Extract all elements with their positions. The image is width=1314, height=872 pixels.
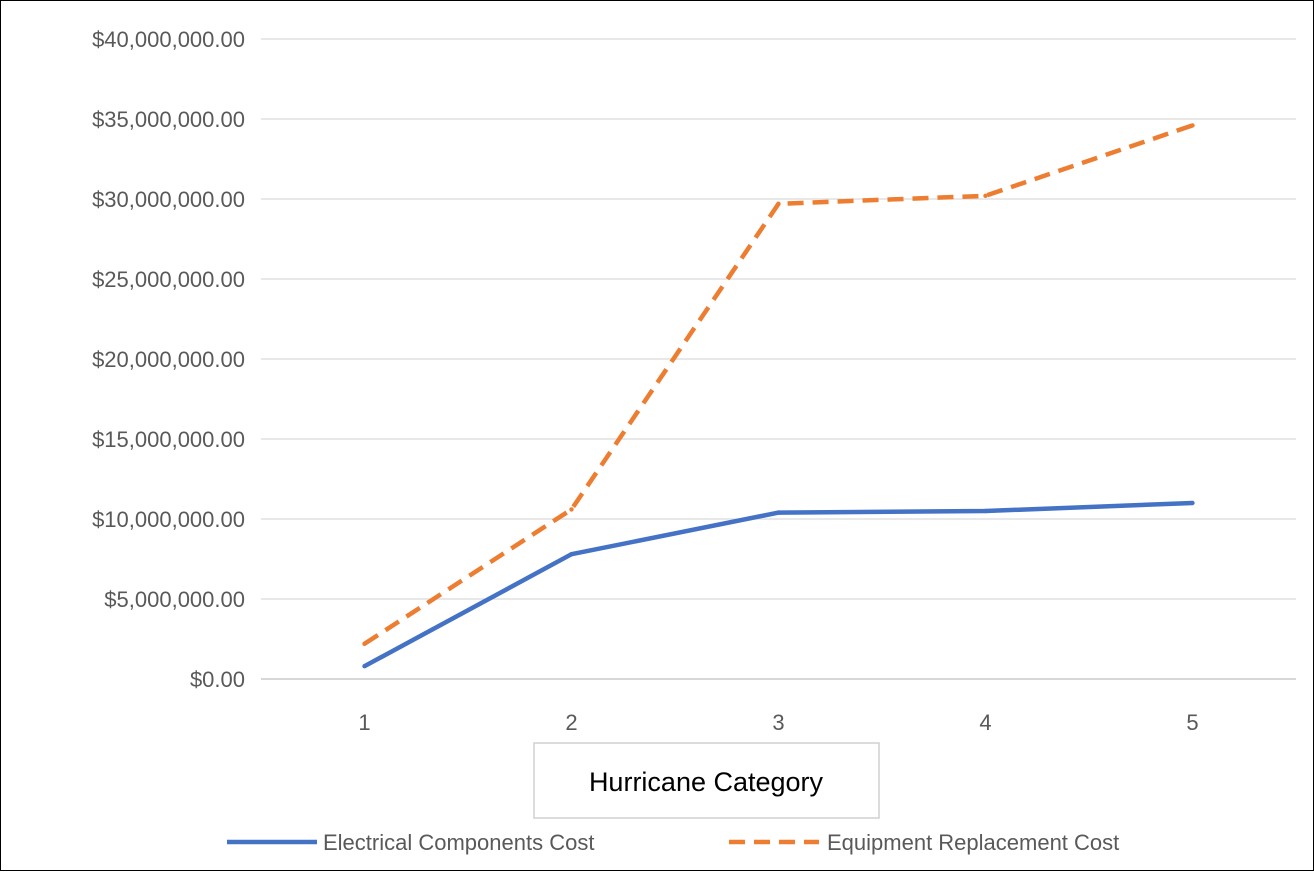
y-tick-label: $30,000,000.00 [92,187,245,212]
data-point [1190,123,1195,128]
legend-item: Equipment Replacement Cost [729,830,1119,855]
x-axis-tick-labels: 1 2 3 4 5 [358,710,1198,735]
x-tick-label: 3 [772,710,784,735]
y-tick-label: $35,000,000.00 [92,107,245,132]
legend-label: Electrical Components Cost [323,830,594,855]
y-tick-label: $40,000,000.00 [92,27,245,52]
data-point [569,507,574,512]
data-point [362,641,367,646]
x-axis-title-box [533,742,880,819]
data-point [776,510,781,515]
x-tick-label: 2 [565,710,577,735]
data-point [362,664,367,669]
data-point [983,508,988,514]
legend-item: Electrical Components Cost [227,830,594,855]
series-2 [362,123,1195,646]
y-tick-label: $20,000,000.00 [92,347,245,372]
y-axis-tick-labels: $0.00 $5,000,000.00 $10,000,000.00 $15,000,… [92,27,245,692]
y-tick-label: $25,000,000.00 [92,267,245,292]
series-lines [362,123,1195,669]
x-tick-label: 5 [1186,710,1198,735]
y-tick-label: $15,000,000.00 [92,427,245,452]
legend-label: Equipment Replacement Cost [827,830,1119,855]
y-tick-label: $5,000,000.00 [104,587,245,612]
series-line [363,500,1193,669]
y-tick-label: $10,000,000.00 [92,507,245,532]
x-tick-label: 1 [358,710,370,735]
data-point [776,201,781,206]
data-point [1190,500,1195,506]
x-tick-label: 4 [979,710,991,735]
legend: Electrical Components Cost Equipment Repl… [227,830,1119,855]
series-1 [362,500,1195,669]
data-point [569,552,574,557]
y-tick-label: $0.00 [190,667,245,692]
gridlines [261,38,1296,680]
x-axis-title: Hurricane Category [589,767,824,797]
data-point [983,193,988,198]
